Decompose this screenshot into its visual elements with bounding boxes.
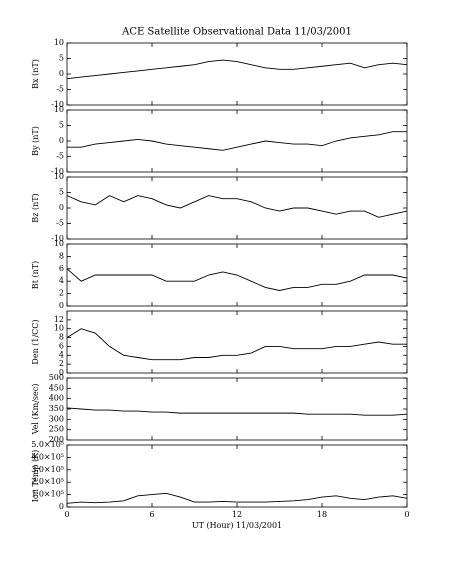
y-tick-label: 500 — [49, 373, 64, 382]
y-tick-label: 10 — [54, 172, 64, 181]
data-line — [66, 268, 408, 291]
y-axis-label: Den (1/CC) — [31, 319, 40, 364]
panel-frame — [66, 109, 408, 173]
y-tick-label: -5 — [56, 85, 64, 94]
x-tick-label: 0 — [64, 510, 69, 519]
y-tick-label: 10 — [54, 324, 64, 333]
y-tick-label: 10 — [54, 38, 64, 47]
y-tick-label: 6 — [59, 341, 64, 350]
y-tick-label: 2.0×10⁵ — [31, 477, 64, 486]
y-tick-label: 2 — [59, 289, 64, 298]
y-tick-label: 0 — [59, 136, 64, 145]
x-tick-label: 0 — [404, 510, 409, 519]
x-axis-label: UT (Hour) 11/03/2001 — [192, 521, 282, 530]
y-tick-label: 4 — [59, 276, 64, 285]
panel-frame — [66, 444, 408, 508]
y-tick-label: 3.0×10⁵ — [31, 465, 64, 474]
x-tick-label: 18 — [317, 510, 327, 519]
data-line — [66, 59, 408, 80]
panel-frame — [66, 377, 408, 441]
y-tick-label: 1.0×10⁵ — [31, 490, 64, 499]
y-tick-label: 4.0×10⁵ — [31, 452, 64, 461]
panel-frame — [66, 310, 408, 374]
y-axis-label: Bt (nT) — [31, 261, 40, 289]
y-tick-label: 300 — [49, 414, 64, 423]
y-axis-label: Vel (Km/sec) — [31, 384, 40, 436]
y-tick-label: 350 — [49, 404, 64, 413]
y-tick-label: -5 — [56, 219, 64, 228]
y-tick-label: 250 — [49, 425, 64, 434]
y-tick-label: 200 — [49, 435, 64, 444]
y-tick-label: 0 — [59, 301, 64, 310]
y-tick-label: -10 — [51, 100, 64, 109]
x-tick-label: 12 — [232, 510, 242, 519]
y-tick-label: 0 — [59, 502, 64, 511]
x-tick-label: 6 — [149, 510, 154, 519]
y-tick-label: 5 — [59, 121, 64, 130]
y-axis-label: Bx (nT) — [31, 59, 40, 89]
y-tick-label: 8 — [59, 251, 64, 260]
y-tick-label: 450 — [49, 383, 64, 392]
y-tick-label: 10 — [54, 239, 64, 248]
y-tick-label: -5 — [56, 152, 64, 161]
y-tick-label: 5.0×10⁵ — [31, 440, 64, 449]
y-tick-label: 10 — [54, 105, 64, 114]
data-line — [66, 407, 408, 416]
y-tick-label: 8 — [59, 333, 64, 342]
y-tick-label: 5 — [59, 188, 64, 197]
y-tick-label: 0 — [59, 203, 64, 212]
data-line — [66, 492, 408, 504]
panel-frame — [66, 176, 408, 240]
y-axis-label: By (nT) — [31, 126, 40, 156]
y-tick-label: 2 — [59, 359, 64, 368]
chart-title: ACE Satellite Observational Data 11/03/2… — [121, 27, 352, 38]
y-axis-label: Bz (nT) — [31, 193, 40, 222]
data-line — [66, 328, 407, 361]
y-tick-label: 0 — [59, 69, 64, 78]
panel-frame — [66, 42, 408, 106]
data-line — [67, 131, 407, 151]
y-tick-label: 5 — [59, 54, 64, 63]
y-tick-label: -10 — [51, 234, 64, 243]
data-line — [66, 195, 408, 218]
y-tick-label: 12 — [54, 315, 64, 324]
y-axis-label: Ion Temp (K) — [31, 450, 40, 503]
y-tick-label: 4 — [59, 350, 64, 359]
y-tick-label: 400 — [49, 394, 64, 403]
y-tick-label: 0 — [59, 368, 64, 377]
y-tick-label: -10 — [51, 167, 64, 176]
y-tick-label: 6 — [59, 264, 64, 273]
